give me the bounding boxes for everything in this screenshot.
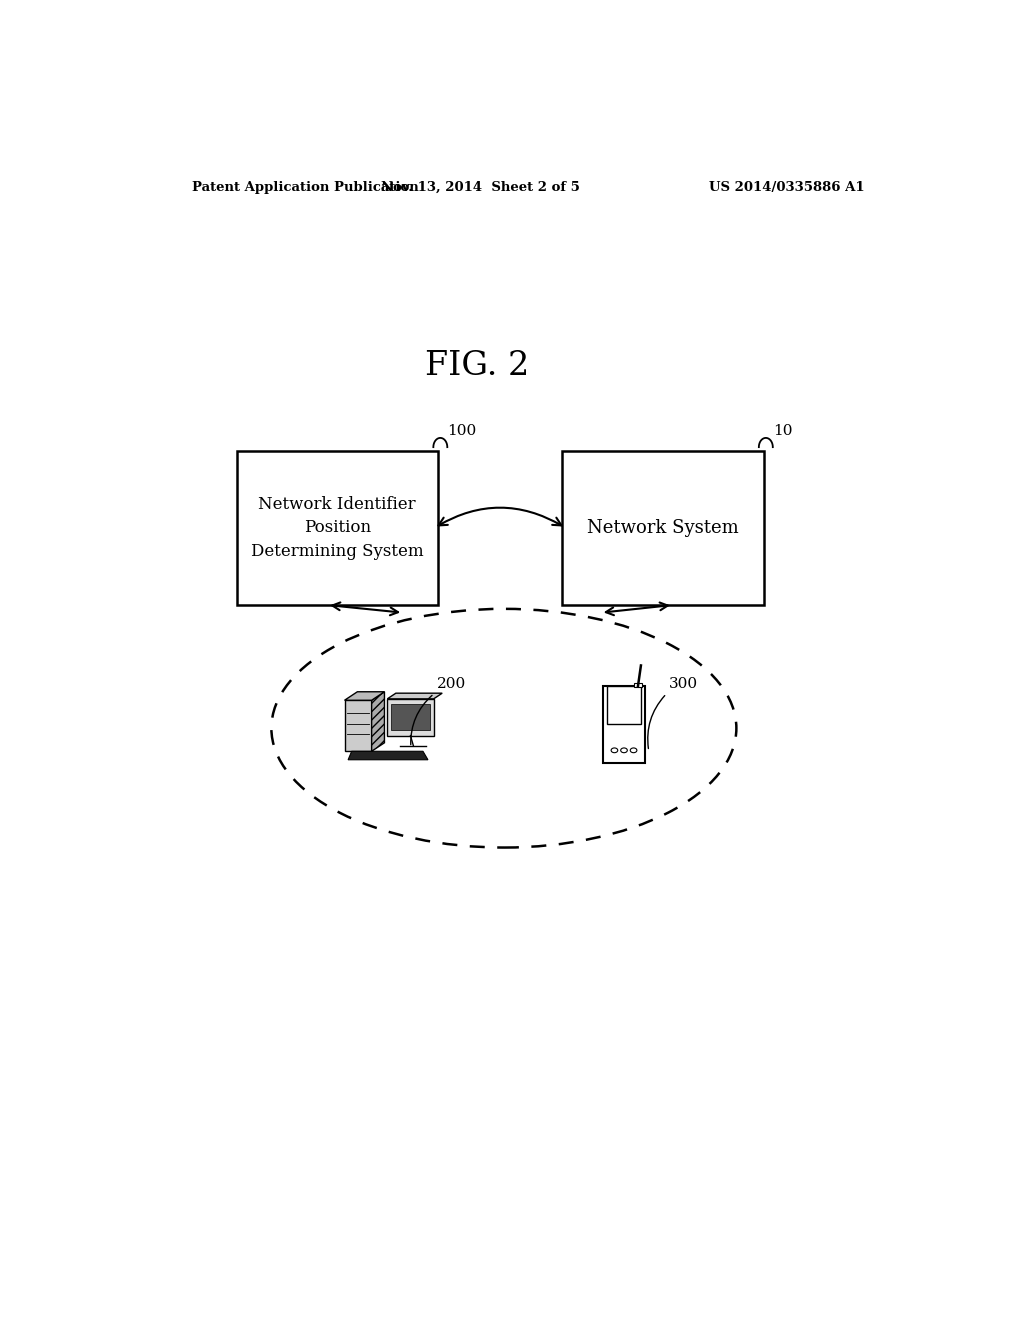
Text: Nov. 13, 2014  Sheet 2 of 5: Nov. 13, 2014 Sheet 2 of 5 [381, 181, 580, 194]
Text: Network System: Network System [587, 519, 738, 537]
Bar [603, 686, 645, 763]
Polygon shape [344, 692, 384, 701]
Text: 10: 10 [773, 424, 793, 438]
Text: FIG. 2: FIG. 2 [425, 350, 528, 383]
Bar [634, 682, 642, 688]
Text: 200: 200 [436, 677, 466, 692]
Text: US 2014/0335886 A1: US 2014/0335886 A1 [709, 181, 864, 194]
Text: 100: 100 [447, 424, 476, 438]
Ellipse shape [621, 748, 628, 752]
Polygon shape [387, 698, 433, 735]
Text: 300: 300 [669, 677, 698, 692]
Polygon shape [344, 701, 372, 751]
Ellipse shape [630, 748, 637, 752]
Bar [607, 686, 641, 725]
Text: Patent Application Publication: Patent Application Publication [191, 181, 418, 194]
Text: Network Identifier
Position
Determining System: Network Identifier Position Determining … [251, 496, 424, 560]
Bar [237, 451, 438, 605]
Polygon shape [387, 693, 442, 698]
Polygon shape [372, 692, 384, 751]
Polygon shape [348, 751, 428, 760]
Bar [562, 451, 764, 605]
Ellipse shape [611, 748, 617, 752]
Bar [391, 704, 430, 730]
